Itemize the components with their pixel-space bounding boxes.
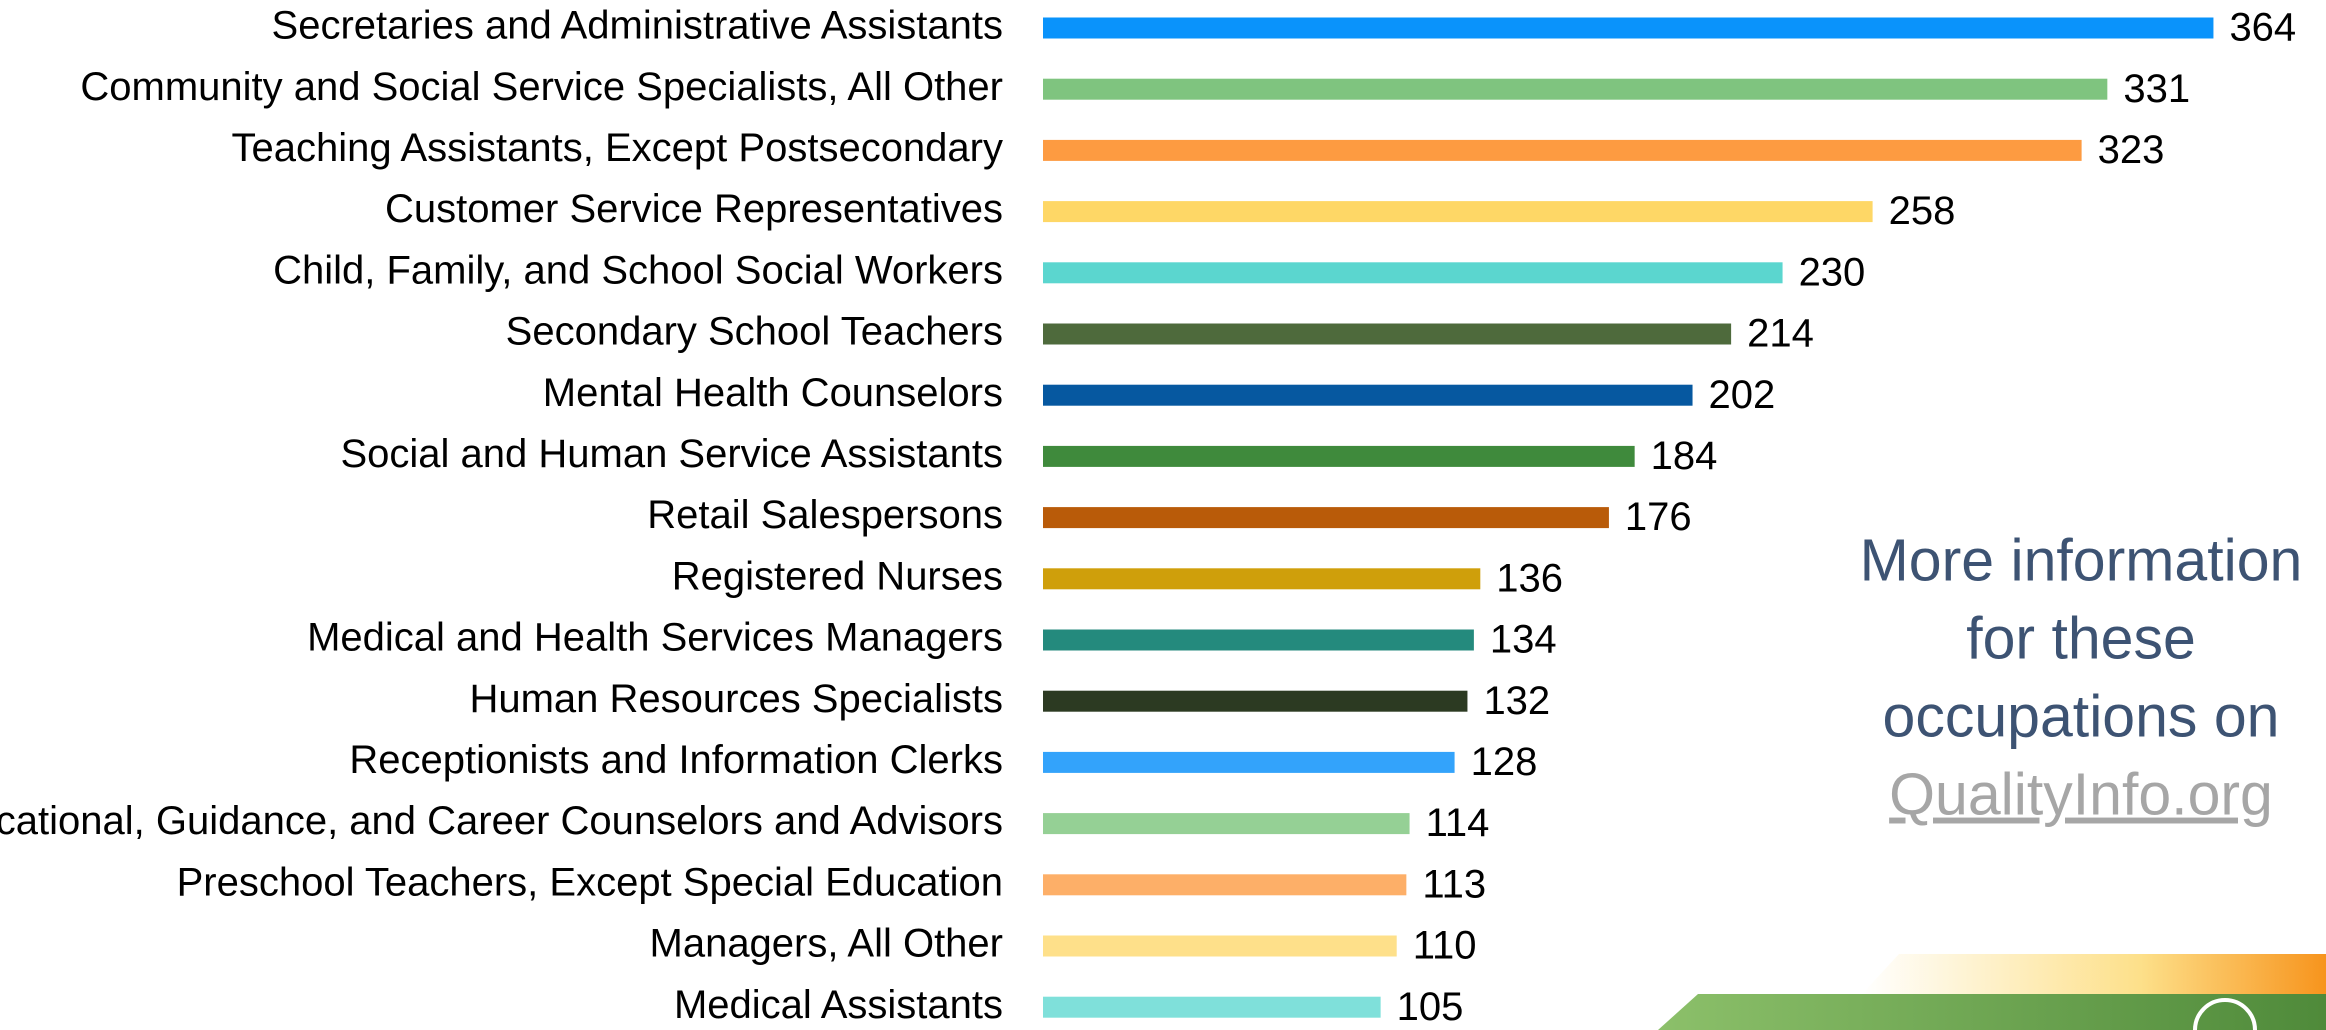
- decor-band-orange: [1862, 954, 2326, 994]
- category-label: Managers, All Other: [650, 922, 1004, 966]
- category-label: Customer Service Representatives: [385, 187, 1003, 231]
- category-label: Educational, Guidance, and Career Counse…: [0, 799, 1003, 843]
- value-label: 331: [2123, 67, 2190, 111]
- value-label: 364: [2229, 6, 2296, 50]
- category-label: Receptionists and Information Clerks: [349, 738, 1003, 782]
- bar: [1043, 629, 1474, 651]
- value-label: 114: [1426, 801, 1490, 845]
- note-line: for these: [1966, 606, 2196, 672]
- category-label: Retail Salespersons: [647, 493, 1003, 537]
- value-label: 214: [1747, 312, 1814, 356]
- category-label: Community and Social Service Specialists…: [80, 65, 1003, 109]
- bar: [1043, 690, 1468, 712]
- value-label: 176: [1625, 495, 1692, 539]
- note-line: occupations on: [1883, 684, 2280, 750]
- bar: [1043, 139, 2082, 161]
- value-label: 105: [1397, 985, 1464, 1029]
- bar: [1043, 874, 1407, 896]
- bar: [1043, 507, 1609, 529]
- category-label: Medical Assistants: [674, 983, 1003, 1027]
- value-label: 113: [1422, 862, 1486, 906]
- value-label: 258: [1889, 189, 1956, 233]
- value-label: 202: [1709, 373, 1776, 417]
- value-label: 184: [1651, 434, 1718, 478]
- value-label: 323: [2098, 128, 2165, 172]
- bar: [1043, 78, 2108, 100]
- category-label: Secondary School Teachers: [506, 310, 1003, 354]
- category-label: Registered Nurses: [672, 554, 1003, 598]
- bar: [1043, 751, 1455, 773]
- value-label: 132: [1483, 679, 1550, 723]
- decor-band-green: [1658, 994, 2326, 1030]
- note-line: More information: [1860, 528, 2303, 594]
- logo: [2193, 998, 2257, 1030]
- value-label: 128: [1471, 740, 1538, 784]
- category-label: Mental Health Counselors: [543, 371, 1003, 415]
- category-label: Medical and Health Services Managers: [307, 616, 1003, 660]
- bar: [1043, 17, 2214, 39]
- bar: [1043, 384, 1693, 406]
- side-note: More information for these occupations on Q…: [1860, 528, 2303, 828]
- bar: [1043, 445, 1635, 467]
- bar: [1043, 996, 1381, 1018]
- value-label: 134: [1490, 618, 1557, 662]
- note-link[interactable]: QualityInfo.org: [1889, 762, 2273, 828]
- value-label: 136: [1496, 556, 1563, 600]
- value-label: 230: [1799, 250, 1866, 294]
- category-label: Secretaries and Administrative Assistant…: [272, 4, 1003, 48]
- bar: [1043, 935, 1397, 957]
- bar: [1043, 813, 1410, 835]
- bar: [1043, 323, 1732, 345]
- category-label: Social and Human Service Assistants: [340, 432, 1003, 476]
- bar: [1043, 201, 1873, 223]
- category-label: Teaching Assistants, Except Postsecondar…: [231, 126, 1003, 170]
- bar: [1043, 262, 1783, 284]
- bars: Secretaries and Administrative Assistant…: [0, 4, 2296, 1029]
- category-label: Child, Family, and School Social Workers: [273, 248, 1003, 292]
- category-label: Preschool Teachers, Except Special Educa…: [177, 860, 1003, 904]
- value-label: 110: [1413, 924, 1477, 968]
- category-label: Human Resources Specialists: [469, 677, 1003, 721]
- bar: [1043, 568, 1481, 590]
